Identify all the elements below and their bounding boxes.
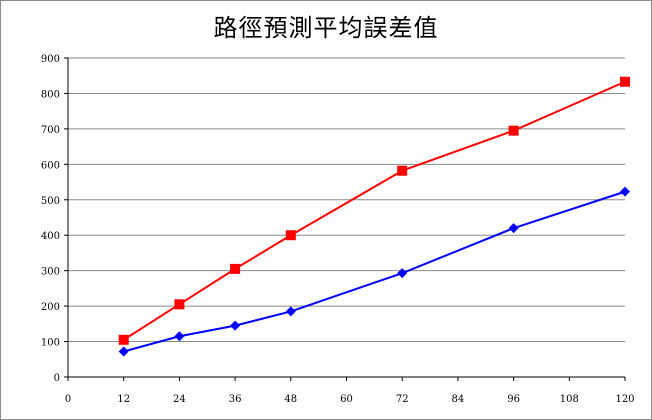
series-2-point — [620, 186, 630, 197]
axis-layer: 0 100 200 300 400 500 600 700 800 900 0 12 24 36 48 60 7… — [41, 54, 635, 405]
x-tick-label: 120 — [615, 394, 634, 405]
x-tick-label: 96 — [507, 394, 520, 405]
grid-layer — [68, 57, 625, 343]
series-1-point — [118, 334, 129, 345]
x-tick-label: 24 — [173, 394, 186, 405]
series-2-point — [230, 320, 241, 331]
series-layer — [118, 76, 630, 357]
y-tick-label: 500 — [41, 196, 60, 207]
series-1-point — [508, 125, 519, 136]
series-2-point — [174, 331, 185, 342]
series-1-point — [397, 165, 408, 176]
chart-title: 路徑預測平均誤差值 — [213, 14, 439, 42]
series-1-point — [285, 230, 296, 241]
x-tick-label: 84 — [452, 394, 465, 405]
x-tick-label: 72 — [396, 394, 409, 405]
series-1-point — [620, 76, 630, 87]
series-2-point — [118, 346, 129, 357]
y-tick-label: 400 — [41, 231, 60, 242]
y-tick-label: 200 — [41, 302, 60, 313]
series-1-point — [174, 299, 185, 310]
y-tick-label: 0 — [54, 373, 60, 384]
x-tick-label: 60 — [340, 394, 353, 405]
y-tick-label: 700 — [41, 125, 60, 136]
series-1-line — [123, 80, 626, 341]
y-tick-label: 900 — [41, 54, 60, 65]
y-tick-label: 100 — [41, 338, 60, 349]
series-1-point — [230, 263, 241, 274]
x-tick-label: 0 — [65, 394, 71, 405]
y-tick-label: 600 — [41, 160, 60, 171]
series-2-point — [397, 268, 408, 279]
x-tick-label: 48 — [284, 394, 297, 405]
y-tick-label: 800 — [41, 89, 60, 100]
series-2-point — [508, 223, 519, 234]
series-2-point — [285, 306, 296, 317]
y-tick-label: 300 — [41, 267, 60, 278]
x-tick-label: 36 — [229, 394, 242, 405]
x-tick-label: 12 — [117, 394, 130, 405]
series-2-line — [123, 190, 626, 353]
x-tick-label: 108 — [560, 394, 579, 405]
